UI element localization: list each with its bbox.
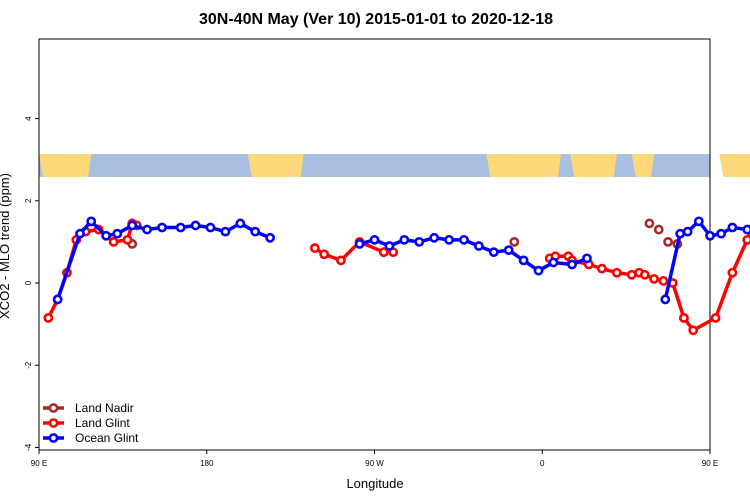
land-glint-legend-label: Land Glint <box>75 416 130 430</box>
y-axis: -4 -2 0 2 4 <box>24 116 39 451</box>
land-glint-point <box>626 269 637 280</box>
land-glint-point <box>108 236 119 247</box>
ocean-glint-point <box>127 220 138 231</box>
ocean-glint-point <box>429 232 440 243</box>
land-glint-point <box>688 325 699 336</box>
y-axis-label: XCO2 - MLO trend (ppm) <box>0 173 12 319</box>
x-tick-label: 180 <box>200 459 214 468</box>
land-glint-point <box>378 247 389 258</box>
land-glint-point <box>611 267 622 278</box>
ocean-glint-point <box>675 228 686 239</box>
x-tick-label: 90 W <box>365 459 384 468</box>
ocean-glint-legend-label: Ocean Glint <box>75 431 139 445</box>
ocean-glint-point <box>384 241 395 251</box>
land-glint-point <box>742 234 750 245</box>
y-tick-label: 0 <box>24 280 33 285</box>
y-tick-label: 2 <box>24 198 33 203</box>
ocean-glint-point <box>567 259 577 270</box>
ocean-glint-point <box>705 230 715 241</box>
ocean-glint-point <box>86 216 97 227</box>
ocean-glint-point <box>727 222 738 233</box>
x-tick-label: 90 E <box>31 459 47 468</box>
land-glint-point <box>309 243 320 253</box>
ocean-glint-point <box>582 253 592 264</box>
ocean-glint-point <box>399 234 410 245</box>
chart-title: 30N-40N May (Ver 10) 2015-01-01 to 2020-… <box>199 11 553 28</box>
ocean-glint-point <box>101 230 111 241</box>
ocean-glint-point <box>742 224 750 235</box>
ocean-glint-point <box>52 294 63 305</box>
land-glint-point <box>710 313 721 323</box>
map-land-4 <box>631 154 655 177</box>
land-nadir-point <box>653 224 664 235</box>
ocean-glint-point <box>369 234 380 245</box>
ocean-glint-point <box>660 294 671 305</box>
ocean-glint-point <box>354 239 365 249</box>
y-tick-label: -4 <box>24 443 33 451</box>
x-tick-label: 90 E <box>702 459 718 468</box>
ocean-glint-point <box>518 255 529 266</box>
ocean-glint-point <box>250 226 261 237</box>
map-land-3 <box>570 154 617 177</box>
ocean-glint-point <box>142 224 153 235</box>
x-axis-label: Longitude <box>346 476 403 491</box>
land-glint-point <box>658 276 669 286</box>
map-land-5 <box>719 154 750 177</box>
land-glint-legend-marker <box>48 418 59 428</box>
ocean-glint-point <box>190 220 201 231</box>
world-map-band <box>39 154 750 177</box>
land-glint-point <box>649 273 659 284</box>
y-tick-label: -2 <box>24 361 33 369</box>
land-glint-point <box>319 249 330 260</box>
land-glint-point <box>727 267 738 278</box>
land-glint-point <box>122 234 133 245</box>
land-nadir-legend-label: Land Nadir <box>75 401 134 415</box>
map-land-1 <box>247 154 304 177</box>
map-land-0 <box>39 154 92 177</box>
y-tick-label: 4 <box>24 116 33 121</box>
ocean-glint-line <box>359 236 588 273</box>
ocean-glint-point <box>488 247 499 258</box>
ocean-glint-point <box>503 245 514 256</box>
ocean-glint-point <box>157 222 167 233</box>
ocean-glint-legend-marker <box>48 433 59 443</box>
x-tick-label: 0 <box>540 459 545 468</box>
land-nadir-point <box>663 236 673 247</box>
ocean-glint-point <box>682 226 693 237</box>
land-glint-point <box>639 269 650 280</box>
ocean-glint-point <box>265 232 276 243</box>
ocean-glint-point <box>205 222 216 233</box>
series-layer <box>43 216 750 336</box>
x-axis: 90 E 180 90 W 0 90 E <box>31 450 718 468</box>
ocean-glint-point <box>112 228 123 239</box>
ocean-glint-point <box>444 234 454 245</box>
land-glint-point <box>679 313 689 323</box>
map-land-2 <box>486 154 561 177</box>
ocean-glint-point <box>533 265 544 276</box>
ocean-glint-point <box>235 218 246 229</box>
ocean-glint-point <box>548 257 559 268</box>
land-glint-line <box>682 228 750 333</box>
land-nadir-point <box>644 218 655 229</box>
land-glint-point <box>43 313 54 323</box>
land-nadir-point <box>509 236 520 247</box>
ocean-glint-point <box>716 228 727 239</box>
ocean-glint-point <box>220 226 231 237</box>
ocean-glint-point <box>75 228 85 239</box>
land-glint-point <box>336 255 346 266</box>
ocean-glint-point <box>693 216 704 227</box>
ocean-glint-point <box>459 234 469 245</box>
ocean-glint-point <box>414 236 425 247</box>
land-glint-point <box>596 263 607 274</box>
ocean-glint-point <box>175 222 186 233</box>
land-nadir-legend-marker <box>48 403 59 413</box>
ocean-glint-point <box>473 241 484 251</box>
